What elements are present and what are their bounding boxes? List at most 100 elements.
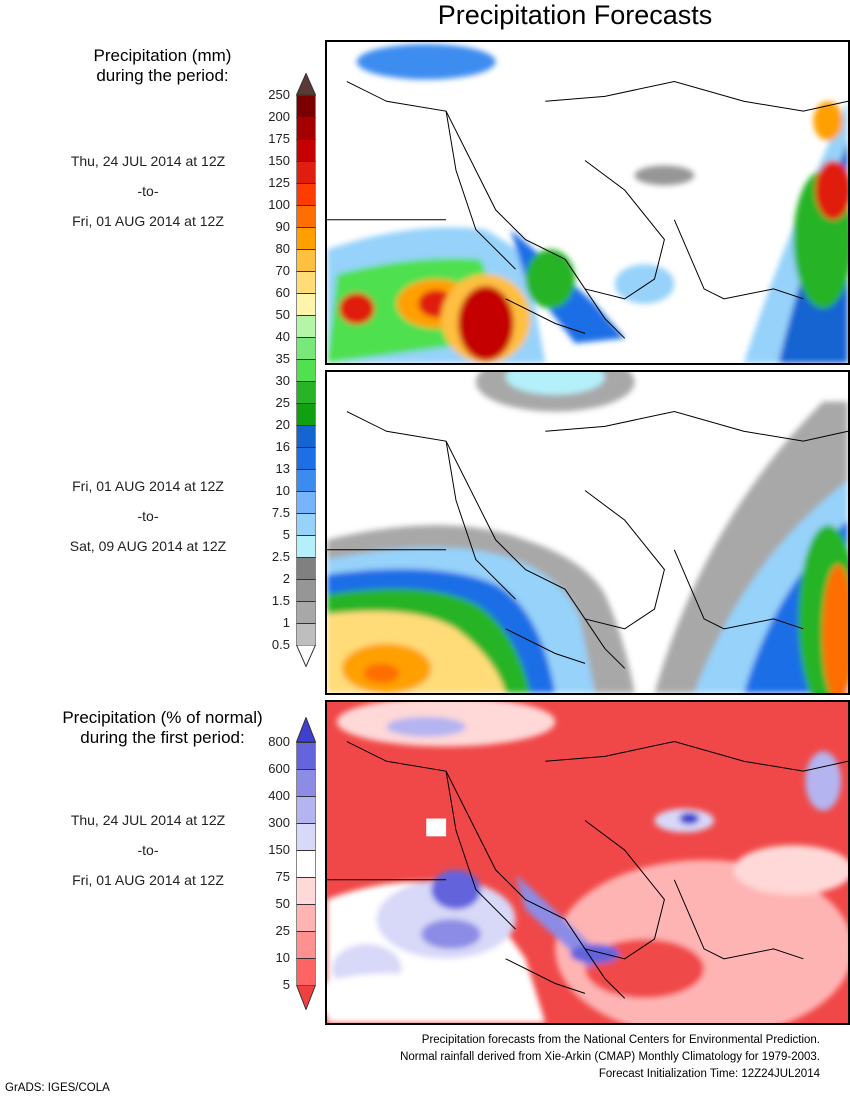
- legend1-color-cell: [296, 161, 316, 183]
- legend1-color-cell: [296, 117, 316, 139]
- legend1-color-cell: [296, 95, 316, 117]
- legend1-tick-label: 1.5: [271, 593, 290, 608]
- legend1-tick-label: 20: [275, 417, 290, 432]
- precip-percent-colorbar: 800 600 400 300 150 75 50 25 10 5: [268, 717, 316, 1010]
- legend1-color-cell: [296, 271, 316, 293]
- legend1-color-cell: [296, 183, 316, 205]
- period1-end: Fri, 01 AUG 2014 at 12Z: [72, 213, 224, 229]
- legend1-tick-label: 175: [268, 131, 290, 146]
- legend1-color-cell: [296, 381, 316, 403]
- legend1-heading-line1: Precipitation (mm): [93, 46, 232, 65]
- precip-mm-colorbar: 250 200 175 150 125 100 90 80 70 60 50 40 35 30 25 20 16…: [268, 73, 316, 667]
- legend1-tick-label: 80: [275, 241, 290, 256]
- legend1-color-cell: [296, 359, 316, 381]
- map-borders: [327, 410, 848, 669]
- legend2-color-cell: [296, 931, 316, 958]
- legend1-tick-label: 25: [275, 395, 290, 410]
- legend1-tick-label: 10: [275, 483, 290, 498]
- period2-sep: -to-: [137, 508, 159, 524]
- legend2-color-cell: [296, 850, 316, 877]
- legend2-over-triangle: [296, 717, 316, 742]
- map-borders: [327, 740, 848, 999]
- legend2-color-cell: [296, 823, 316, 850]
- legend2-color-cell: [296, 958, 316, 985]
- legend1-color-cell: [296, 337, 316, 359]
- legend1-tick-label: 250: [268, 87, 290, 102]
- legend1-color-cell: [296, 601, 316, 623]
- legend1-color-cell: [296, 227, 316, 249]
- legend2-heading-line2: during the first period:: [80, 728, 245, 747]
- legend2-color-cell: [296, 769, 316, 796]
- legend1-tick-label: 125: [268, 175, 290, 190]
- legend1-tick-label: 150: [268, 153, 290, 168]
- period1-start: Thu, 24 JUL 2014 at 12Z: [70, 153, 226, 169]
- legend1-color-cell: [296, 513, 316, 535]
- footer-init-time: Forecast Initialization Time: 12Z24JUL20…: [598, 1068, 820, 1080]
- map-panel-period2-precip: [325, 370, 850, 695]
- legend1-tick-label: 70: [275, 263, 290, 278]
- legend1-color-cell: [296, 491, 316, 513]
- legend1-under-triangle: [296, 645, 316, 667]
- map-borders: [327, 80, 848, 339]
- legend2-tick-label: 300: [268, 815, 290, 830]
- legend1-tick-label: 35: [275, 351, 290, 366]
- legend1-over-triangle: [296, 73, 316, 95]
- legend1-tick-label: 0.5: [271, 637, 290, 652]
- legend1-tick-label: 100: [268, 197, 290, 212]
- legend1-tick-label: 40: [275, 329, 290, 344]
- grads-credit: GrADS: IGES/COLA: [5, 1082, 110, 1094]
- legend2-tick-label: 75: [275, 869, 290, 884]
- legend1-heading-line2: during the period:: [96, 66, 229, 85]
- legend1-color-cell: [296, 293, 316, 315]
- legend1-tick-label: 50: [275, 307, 290, 322]
- footer-climatology: Normal rainfall derived from Xie-Arkin (…: [400, 1051, 820, 1063]
- legend1-tick-label: 2.5: [271, 549, 290, 564]
- legend1-color-cell: [296, 249, 316, 271]
- period2-start: Fri, 01 AUG 2014 at 12Z: [72, 478, 224, 494]
- legend2-tick-label: 400: [268, 788, 290, 803]
- legend2-tick-label: 800: [268, 734, 290, 749]
- map-panel-percent-of-normal: [325, 700, 850, 1025]
- footer-source: Precipitation forecasts from the Nationa…: [421, 1034, 820, 1046]
- legend1-tick-label: 16: [275, 439, 290, 454]
- legend1-color-cell: [296, 623, 316, 645]
- legend2-tick-label: 150: [268, 842, 290, 857]
- period3-end: Fri, 01 AUG 2014 at 12Z: [72, 872, 224, 888]
- legend1-tick-label: 60: [275, 285, 290, 300]
- legend1-color-cell: [296, 535, 316, 557]
- legend2-tick-label: 5: [282, 977, 290, 992]
- legend1-heading: Precipitation (mm) during the period:: [0, 46, 325, 86]
- legend2-heading-line1: Precipitation (% of normal): [62, 708, 263, 727]
- legend1-color-cell: [296, 579, 316, 601]
- legend1-tick-label: 5: [282, 527, 290, 542]
- legend1-color-cell: [296, 315, 316, 337]
- legend1-color-cell: [296, 469, 316, 491]
- period2-end: Sat, 09 AUG 2014 at 12Z: [69, 538, 227, 554]
- legend2-tick-label: 600: [268, 761, 290, 776]
- legend1-tick-label: 7.5: [271, 505, 290, 520]
- legend1-color-cell: [296, 403, 316, 425]
- period3-start: Thu, 24 JUL 2014 at 12Z: [70, 812, 226, 828]
- legend1-tick-label: 90: [275, 219, 290, 234]
- legend2-color-cell: [296, 742, 316, 769]
- legend2-color-cell: [296, 796, 316, 823]
- legend1-color-cell: [296, 447, 316, 469]
- legend2-tick-label: 50: [275, 896, 290, 911]
- legend1-tick-label: 13: [275, 461, 290, 476]
- legend1-tick-label: 200: [268, 109, 290, 124]
- page-title: Precipitation Forecasts: [437, 0, 713, 30]
- legend2-heading: Precipitation (% of normal) during the f…: [0, 708, 325, 748]
- legend2-color-cell: [296, 877, 316, 904]
- legend1-tick-label: 2: [282, 571, 290, 586]
- legend1-color-cell: [296, 139, 316, 161]
- map-panel-period1-precip: [325, 40, 850, 365]
- legend1-color-cell: [296, 205, 316, 227]
- period3-sep: -to-: [137, 842, 159, 858]
- legend2-tick-label: 25: [275, 923, 290, 938]
- legend1-color-cell: [296, 425, 316, 447]
- legend1-tick-label: 30: [275, 373, 290, 388]
- legend1-tick-label: 1: [282, 615, 290, 630]
- legend2-color-cell: [296, 904, 316, 931]
- period1-sep: -to-: [137, 183, 159, 199]
- legend2-under-triangle: [296, 985, 316, 1010]
